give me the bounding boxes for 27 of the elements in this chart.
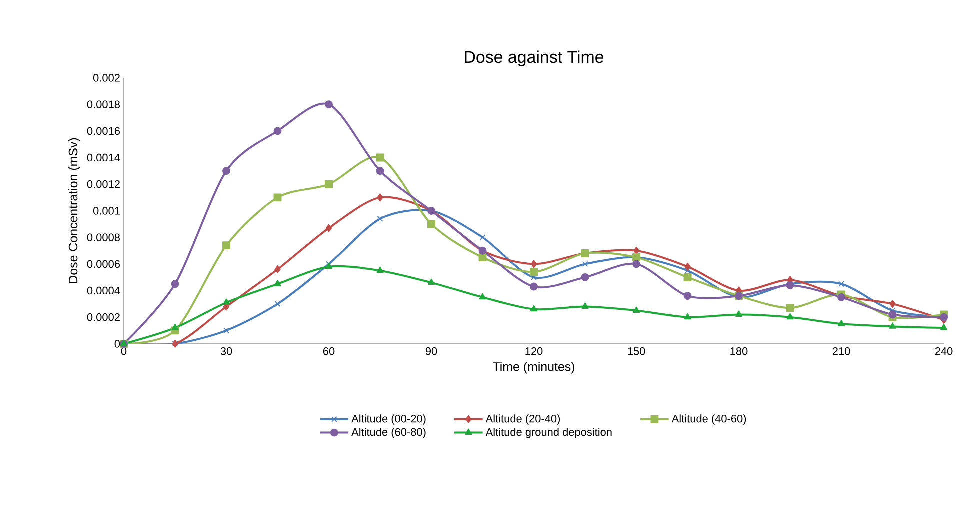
- y-tick-label: 0.001: [93, 207, 120, 215]
- x-tick-label: 90: [426, 348, 438, 356]
- x-axis-title: Time (minutes): [493, 362, 575, 374]
- y-tick-label: 0: [114, 340, 120, 348]
- y-tick-label: 0.002: [93, 74, 120, 82]
- x-tick-label: 120: [526, 348, 543, 356]
- y-tick-label: 0.0016: [87, 127, 120, 136]
- y-tick-label: 0.0018: [87, 100, 120, 108]
- y-axis-title: Dose Concentration (mSv): [68, 138, 80, 284]
- x-tick-label: 210: [832, 348, 850, 356]
- y-tick-label: 0.0004: [87, 286, 120, 295]
- legend-label: Altitude ground deposition: [486, 428, 612, 438]
- x-tick-label: 240: [935, 348, 953, 356]
- y-tick-label: 0.0008: [87, 234, 120, 242]
- y-tick-label: 0.0014: [87, 154, 120, 162]
- x-tick-label: 60: [323, 348, 335, 356]
- y-tick-label: 0.0012: [87, 180, 120, 188]
- y-tick-label: 0.0006: [87, 260, 120, 268]
- y-tick-label: 0.0002: [87, 314, 120, 322]
- legend-label: Altitude (40-60): [672, 414, 746, 425]
- chart-title: Dose against Time: [465, 50, 604, 66]
- x-tick-label: 30: [220, 348, 232, 356]
- x-tick-label: 180: [730, 348, 748, 356]
- legend-label: Altitude (00-20): [352, 414, 426, 425]
- x-tick-label: 150: [628, 348, 646, 356]
- legend-label: Altitude (20-40): [486, 414, 560, 425]
- legend-label: Altitude (60-80): [352, 428, 426, 438]
